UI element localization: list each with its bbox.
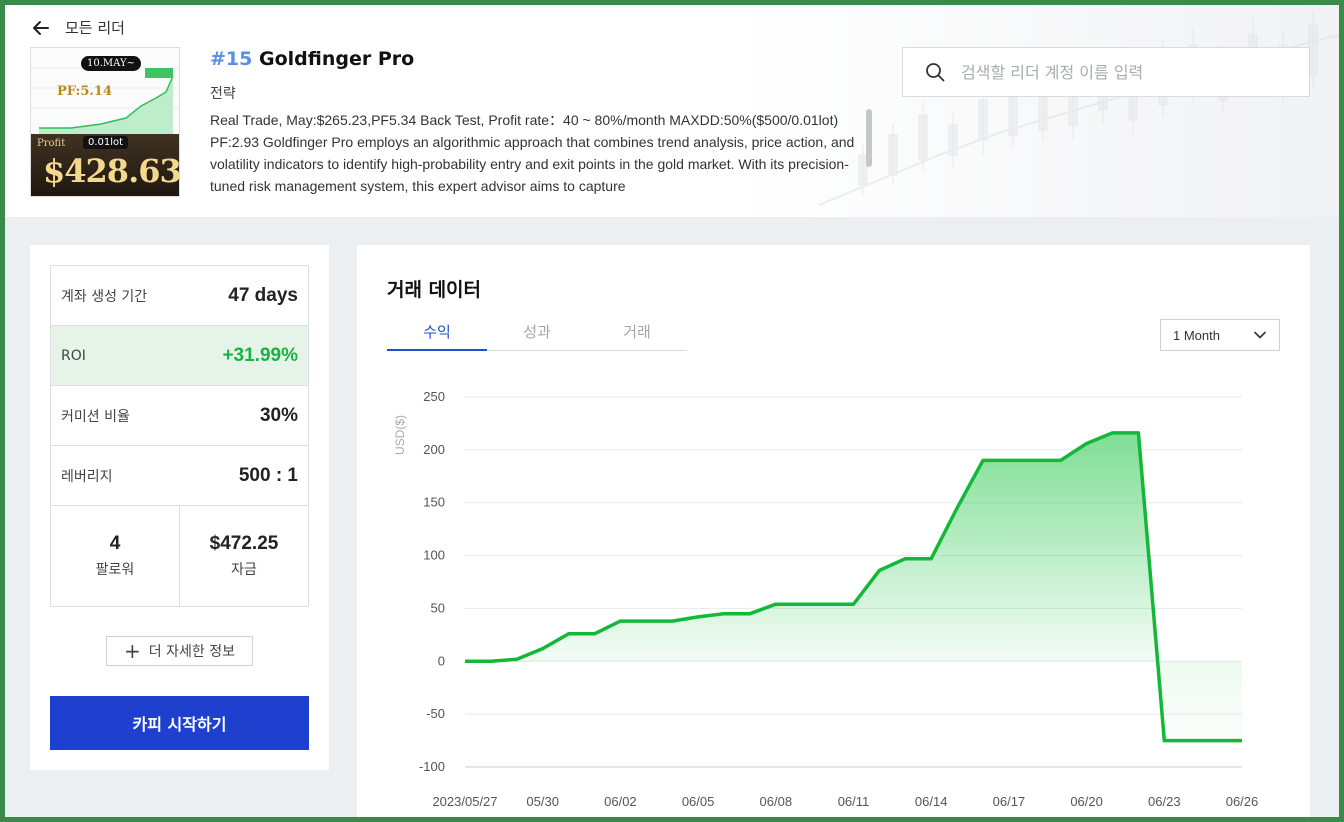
period-value: 1 Month bbox=[1173, 327, 1220, 343]
followers-label: 팔로워 bbox=[95, 562, 135, 578]
y-tick-label: 0 bbox=[438, 653, 445, 668]
funds-label: 자금 bbox=[231, 562, 257, 578]
y-tick-label: 50 bbox=[431, 600, 445, 615]
panel-title: 거래 데이터 bbox=[387, 279, 482, 301]
stat-label: ROI bbox=[61, 347, 86, 364]
y-tick-label: 200 bbox=[423, 442, 445, 457]
back-to-leaders-link[interactable]: 모든 리더 bbox=[31, 17, 125, 38]
x-tick-label: 2023/05/27 bbox=[432, 794, 497, 809]
leader-title: #15 Goldfinger Pro bbox=[210, 48, 414, 70]
thumbnail-lot: 0.01lot bbox=[83, 136, 129, 149]
x-tick-label: 06/20 bbox=[1070, 794, 1103, 809]
x-tick-label: 06/02 bbox=[604, 794, 637, 809]
thumbnail-profit-box: Profit 0.01lot $428.63 bbox=[31, 134, 180, 196]
y-tick-label: 250 bbox=[423, 389, 445, 404]
more-info-label: 더 자세한 정보 bbox=[148, 644, 235, 660]
thumbnail-date-badge: 10.MAY~ bbox=[81, 56, 141, 71]
chevron-down-icon bbox=[1254, 331, 1266, 339]
x-tick-label: 06/11 bbox=[838, 794, 870, 809]
search-input[interactable] bbox=[961, 62, 1281, 82]
strategy-description: Real Trade, May:$265.23,PF5.34 Back Test… bbox=[210, 112, 855, 194]
followers-value: 4 bbox=[109, 533, 121, 554]
leader-stats-panel: 계좌 생성 기간 47 days ROI +31.99% 커미션 비율 30% … bbox=[30, 245, 329, 770]
x-tick-label: 06/05 bbox=[682, 794, 715, 809]
stat-value: 47 days bbox=[228, 284, 298, 306]
stat-row-roi: ROI +31.99% bbox=[51, 326, 308, 386]
thumbnail-profit-label: Profit bbox=[37, 138, 66, 149]
x-tick-label: 06/17 bbox=[993, 794, 1026, 809]
stat-row-leverage: 레버리지 500 : 1 bbox=[51, 446, 308, 506]
plus-icon: + bbox=[124, 639, 141, 663]
x-tick-label: 06/08 bbox=[760, 794, 793, 809]
candlestick-background bbox=[819, 11, 1339, 206]
stat-value: 30% bbox=[259, 404, 298, 426]
app-frame: 모든 리더 10.MAY~ PF:5.14 Profit 0.01lot $42… bbox=[5, 5, 1339, 817]
leader-header: 모든 리더 10.MAY~ PF:5.14 Profit 0.01lot $42… bbox=[5, 5, 1339, 217]
strategy-label: 전략 bbox=[210, 86, 236, 102]
x-tick-label: 05/30 bbox=[526, 794, 559, 809]
y-tick-label: -50 bbox=[426, 706, 445, 721]
funds-cell: $472.25 자금 bbox=[179, 506, 308, 606]
leader-search-box[interactable] bbox=[902, 47, 1310, 97]
stat-row-account-age: 계좌 생성 기간 47 days bbox=[51, 266, 308, 326]
data-tabs: 수익 성과 거래 bbox=[387, 319, 687, 351]
more-info-button[interactable]: + 더 자세한 정보 bbox=[106, 636, 253, 666]
y-axis-label: USD($) bbox=[393, 415, 407, 455]
stat-label: 레버리지 bbox=[61, 468, 113, 485]
stats-table: 계좌 생성 기간 47 days ROI +31.99% 커미션 비율 30% … bbox=[50, 265, 309, 607]
followers-cell: 4 팔로워 bbox=[51, 506, 179, 606]
tab-performance[interactable]: 성과 bbox=[523, 323, 551, 341]
x-tick-label: 06/14 bbox=[915, 794, 948, 809]
y-tick-label: -100 bbox=[419, 759, 445, 774]
thumbnail-pf: PF:5.14 bbox=[57, 84, 113, 99]
leader-name: Goldfinger Pro bbox=[259, 48, 415, 70]
search-icon bbox=[926, 63, 945, 82]
start-copy-button[interactable]: 카피 시작하기 bbox=[50, 696, 309, 750]
stat-value: 500 : 1 bbox=[238, 464, 298, 486]
tab-profit[interactable]: 수익 bbox=[387, 319, 487, 351]
x-tick-label: 06/23 bbox=[1148, 794, 1181, 809]
trading-data-panel: 거래 데이터 수익 성과 거래 1 Month bbox=[357, 245, 1310, 817]
tab-trades[interactable]: 거래 bbox=[623, 323, 651, 341]
thumbnail-amount: $428.63 bbox=[43, 152, 180, 190]
y-tick-label: 150 bbox=[423, 495, 445, 510]
leader-thumbnail: 10.MAY~ PF:5.14 Profit 0.01lot $428.63 bbox=[30, 47, 180, 197]
arrow-left-icon bbox=[33, 20, 49, 35]
back-link-label: 모든 리더 bbox=[65, 19, 125, 37]
funds-value: $472.25 bbox=[209, 533, 279, 554]
profit-line bbox=[465, 431, 1242, 743]
x-tick-label: 06/26 bbox=[1226, 794, 1259, 809]
profit-area-positive bbox=[522, 432, 1158, 657]
roi-value: +31.99% bbox=[222, 344, 298, 366]
stat-label: 계좌 생성 기간 bbox=[61, 288, 148, 305]
y-tick-label: 100 bbox=[423, 548, 445, 563]
description-scrollbar[interactable] bbox=[866, 109, 872, 167]
leader-rank: #15 bbox=[210, 48, 253, 70]
stat-split-row: 4 팔로워 $472.25 자금 bbox=[51, 506, 308, 606]
profit-chart: USD($) 250 200 150 100 50 0 -50 -100 2023/05/27… bbox=[393, 389, 1259, 809]
period-select[interactable]: 1 Month bbox=[1160, 319, 1280, 351]
stat-label: 커미션 비율 bbox=[61, 408, 130, 425]
stat-row-commission: 커미션 비율 30% bbox=[51, 386, 308, 446]
